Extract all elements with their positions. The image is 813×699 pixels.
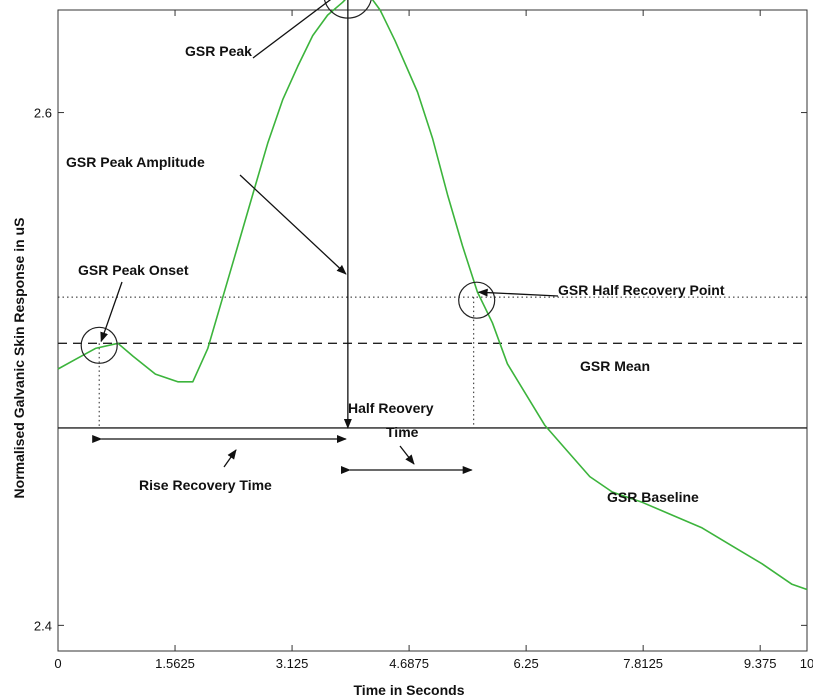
peak-onset-pointer-arrow <box>100 281 123 343</box>
x-tick-label: 6.25 <box>513 656 538 671</box>
x-tick-label: 1.5625 <box>155 656 195 671</box>
half-recovery-time-pointer-arrow <box>399 445 415 465</box>
x-tick-label: 10 <box>800 656 813 671</box>
gsr-peak-pointer-arrow <box>252 0 332 59</box>
half-recovery-marker-circle <box>458 281 496 319</box>
x-tick-label: 4.6875 <box>389 656 429 671</box>
annotation-arrows <box>92 0 559 474</box>
marker-circles <box>80 0 496 364</box>
annotation-half-recovery-time-line1: Half Reovery <box>348 400 434 416</box>
x-tick-label: 0 <box>54 656 61 671</box>
annotation-gsr-mean: GSR Mean <box>580 358 650 374</box>
x-tick-label: 7.8125 <box>623 656 663 671</box>
axis-ticks: 0 1.5625 3.125 4.6875 6.25 7.8125 9.375 10 2.6 2.… <box>34 10 813 671</box>
annotation-peak-onset: GSR Peak Onset <box>78 262 189 278</box>
y-tick-label: 2.4 <box>34 618 52 633</box>
y-tick-label: 2.6 <box>34 106 52 121</box>
half-recovery-pointer-arrow <box>477 288 559 297</box>
annotation-rise-recovery-time: Rise Recovery Time <box>139 477 272 493</box>
x-tick-label: 9.375 <box>744 656 777 671</box>
peak-amplitude-pointer-arrow <box>239 174 347 275</box>
rise-recovery-pointer-arrow <box>223 449 237 468</box>
annotation-half-recovery-point: GSR Half Recovery Point <box>558 282 725 298</box>
annotation-peak-amplitude: GSR Peak Amplitude <box>66 154 205 170</box>
annotation-gsr-baseline: GSR Baseline <box>607 489 699 505</box>
gsr-series-line <box>57 0 808 591</box>
x-axis-title: Time in Seconds <box>354 682 465 698</box>
plot-frame <box>57 9 808 652</box>
x-tick-label: 3.125 <box>276 656 309 671</box>
onset-marker-circle <box>80 326 118 364</box>
series-layer <box>57 0 808 591</box>
y-axis-title: Normalised Galvanic Skin Response in uS <box>11 218 27 499</box>
annotation-half-recovery-time-line2: Time <box>386 424 419 440</box>
reference-lines <box>58 296 807 429</box>
annotation-gsr-peak: GSR Peak <box>185 43 252 59</box>
